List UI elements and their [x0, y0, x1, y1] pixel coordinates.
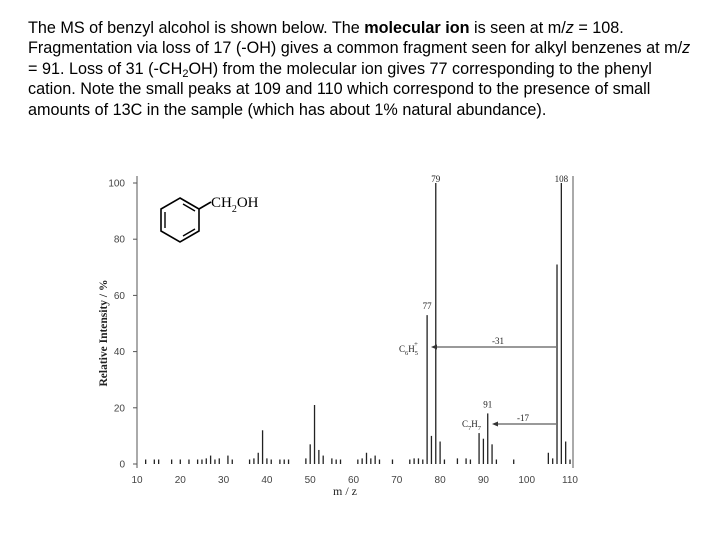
y-axis-label: Relative Intensity / %: [98, 279, 110, 386]
text-run: The MS of benzyl alcohol is shown below.…: [28, 19, 365, 37]
x-tick-label: 50: [305, 475, 317, 486]
z-italic: z: [682, 39, 691, 58]
ring-double-bond: [182, 203, 196, 212]
y-ticks-group: 0 20 40 60 80 100: [108, 179, 137, 471]
z-italic: z: [565, 19, 574, 37]
x-tick-label: 110: [562, 475, 578, 486]
x-tick-label: 90: [478, 475, 490, 486]
x-tick-label: 60: [348, 475, 360, 486]
x-tick-label: 40: [261, 475, 273, 486]
tropylium-label: C7H7: [462, 419, 482, 432]
molecular-ion-term: molecular ion: [364, 19, 470, 37]
x-tick-label: 30: [218, 475, 230, 486]
text-run: = 91. Loss of 31 (-CH: [28, 59, 183, 78]
description-paragraph: The MS of benzyl alcohol is shown below.…: [28, 18, 698, 120]
text-run: = 108. Fragmentation via loss of 17 (-OH…: [28, 19, 683, 58]
loss-17-label: -17: [517, 413, 529, 423]
substituent-label: CH2OH: [211, 195, 259, 215]
y-tick-label: 20: [114, 403, 126, 414]
y-tick-label: 40: [114, 347, 126, 358]
loss-31-label: -31: [492, 336, 504, 346]
peak-label-108: 108: [555, 174, 569, 184]
peak-label-77: 77: [423, 301, 433, 311]
y-tick-label: 60: [114, 291, 126, 302]
loss-31-arrowhead: [431, 344, 437, 350]
peak-label-91: 91: [483, 399, 492, 409]
text-run: is seen at m/: [469, 19, 566, 37]
y-tick-label: 100: [108, 179, 125, 190]
x-tick-label: 20: [175, 475, 187, 486]
x-tick-label: 10: [131, 475, 143, 486]
peak-labels-group: 79 108 77 91: [423, 174, 569, 409]
text-run: OH) from the molecular ion gives 77 corr…: [28, 59, 652, 119]
y-tick-label: 80: [114, 235, 126, 246]
x-axis-label: m / z: [333, 484, 357, 498]
fragment-annotations: C6H5+ -31 C7H7 -17: [399, 336, 556, 432]
y-tick-label: 0: [119, 460, 125, 471]
loss-17-arrowhead: [492, 421, 498, 427]
x-ticks-group: 10 20 30 40 50 60 70 80 90 100 110: [131, 475, 578, 486]
ring-double-bond: [182, 228, 196, 237]
x-tick-label: 100: [518, 475, 535, 486]
benzene-ring: [160, 197, 200, 243]
x-tick-label: 80: [435, 475, 447, 486]
phenyl-cation-label: C6H5+: [399, 340, 418, 357]
benzyl-alcohol-structure: CH2OH: [160, 195, 259, 243]
peak-label-79: 79: [431, 174, 441, 184]
substituent-bond: [198, 201, 212, 210]
peaks-group: [145, 183, 571, 464]
x-tick-label: 70: [391, 475, 403, 486]
subscript: 2: [182, 67, 189, 80]
